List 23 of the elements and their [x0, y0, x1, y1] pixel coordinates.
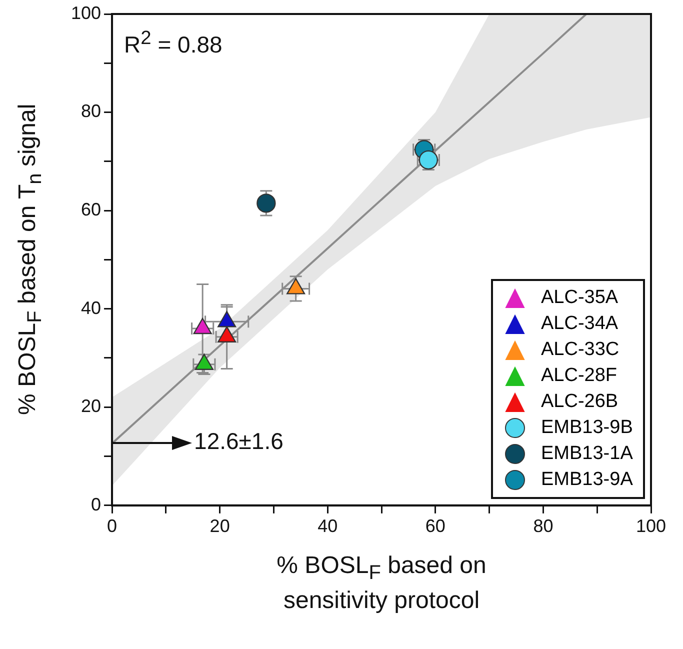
y-tick-label: 20	[81, 396, 102, 416]
annotation: R$^{2}$ = 0.88	[124, 28, 222, 59]
x-tick-label: 80	[533, 516, 554, 536]
legend-label: EMB13-1A	[541, 443, 633, 466]
y-tick-label: 100	[70, 2, 102, 23]
legend-label: EMB13-9A	[541, 469, 633, 492]
annotation: 12.6±1.6	[194, 428, 284, 456]
legend-label: ALC-28F	[541, 365, 618, 388]
y-tick-label: 40	[81, 298, 102, 318]
legend-label: ALC-34A	[541, 313, 618, 336]
y-tick-label: 0	[91, 494, 102, 514]
x-tick-label: 40	[318, 516, 338, 536]
x-tick-label: 0	[107, 516, 118, 536]
x-tick-label: 60	[425, 516, 446, 536]
x-tick-label: 20	[210, 516, 230, 536]
x-tick-label: 100	[636, 516, 666, 536]
y-tick-label: 80	[81, 101, 102, 122]
legend-label: ALC-35A	[541, 287, 618, 310]
legend-label: ALC-33C	[541, 339, 620, 362]
x-axis-title: % BOSL$_{F}$ based on sensitivity protocol	[276, 551, 488, 616]
legend-label: ALC-26B	[541, 391, 618, 414]
y-tick-label: 60	[81, 200, 102, 220]
legend-label: EMB13-9B	[541, 417, 633, 440]
